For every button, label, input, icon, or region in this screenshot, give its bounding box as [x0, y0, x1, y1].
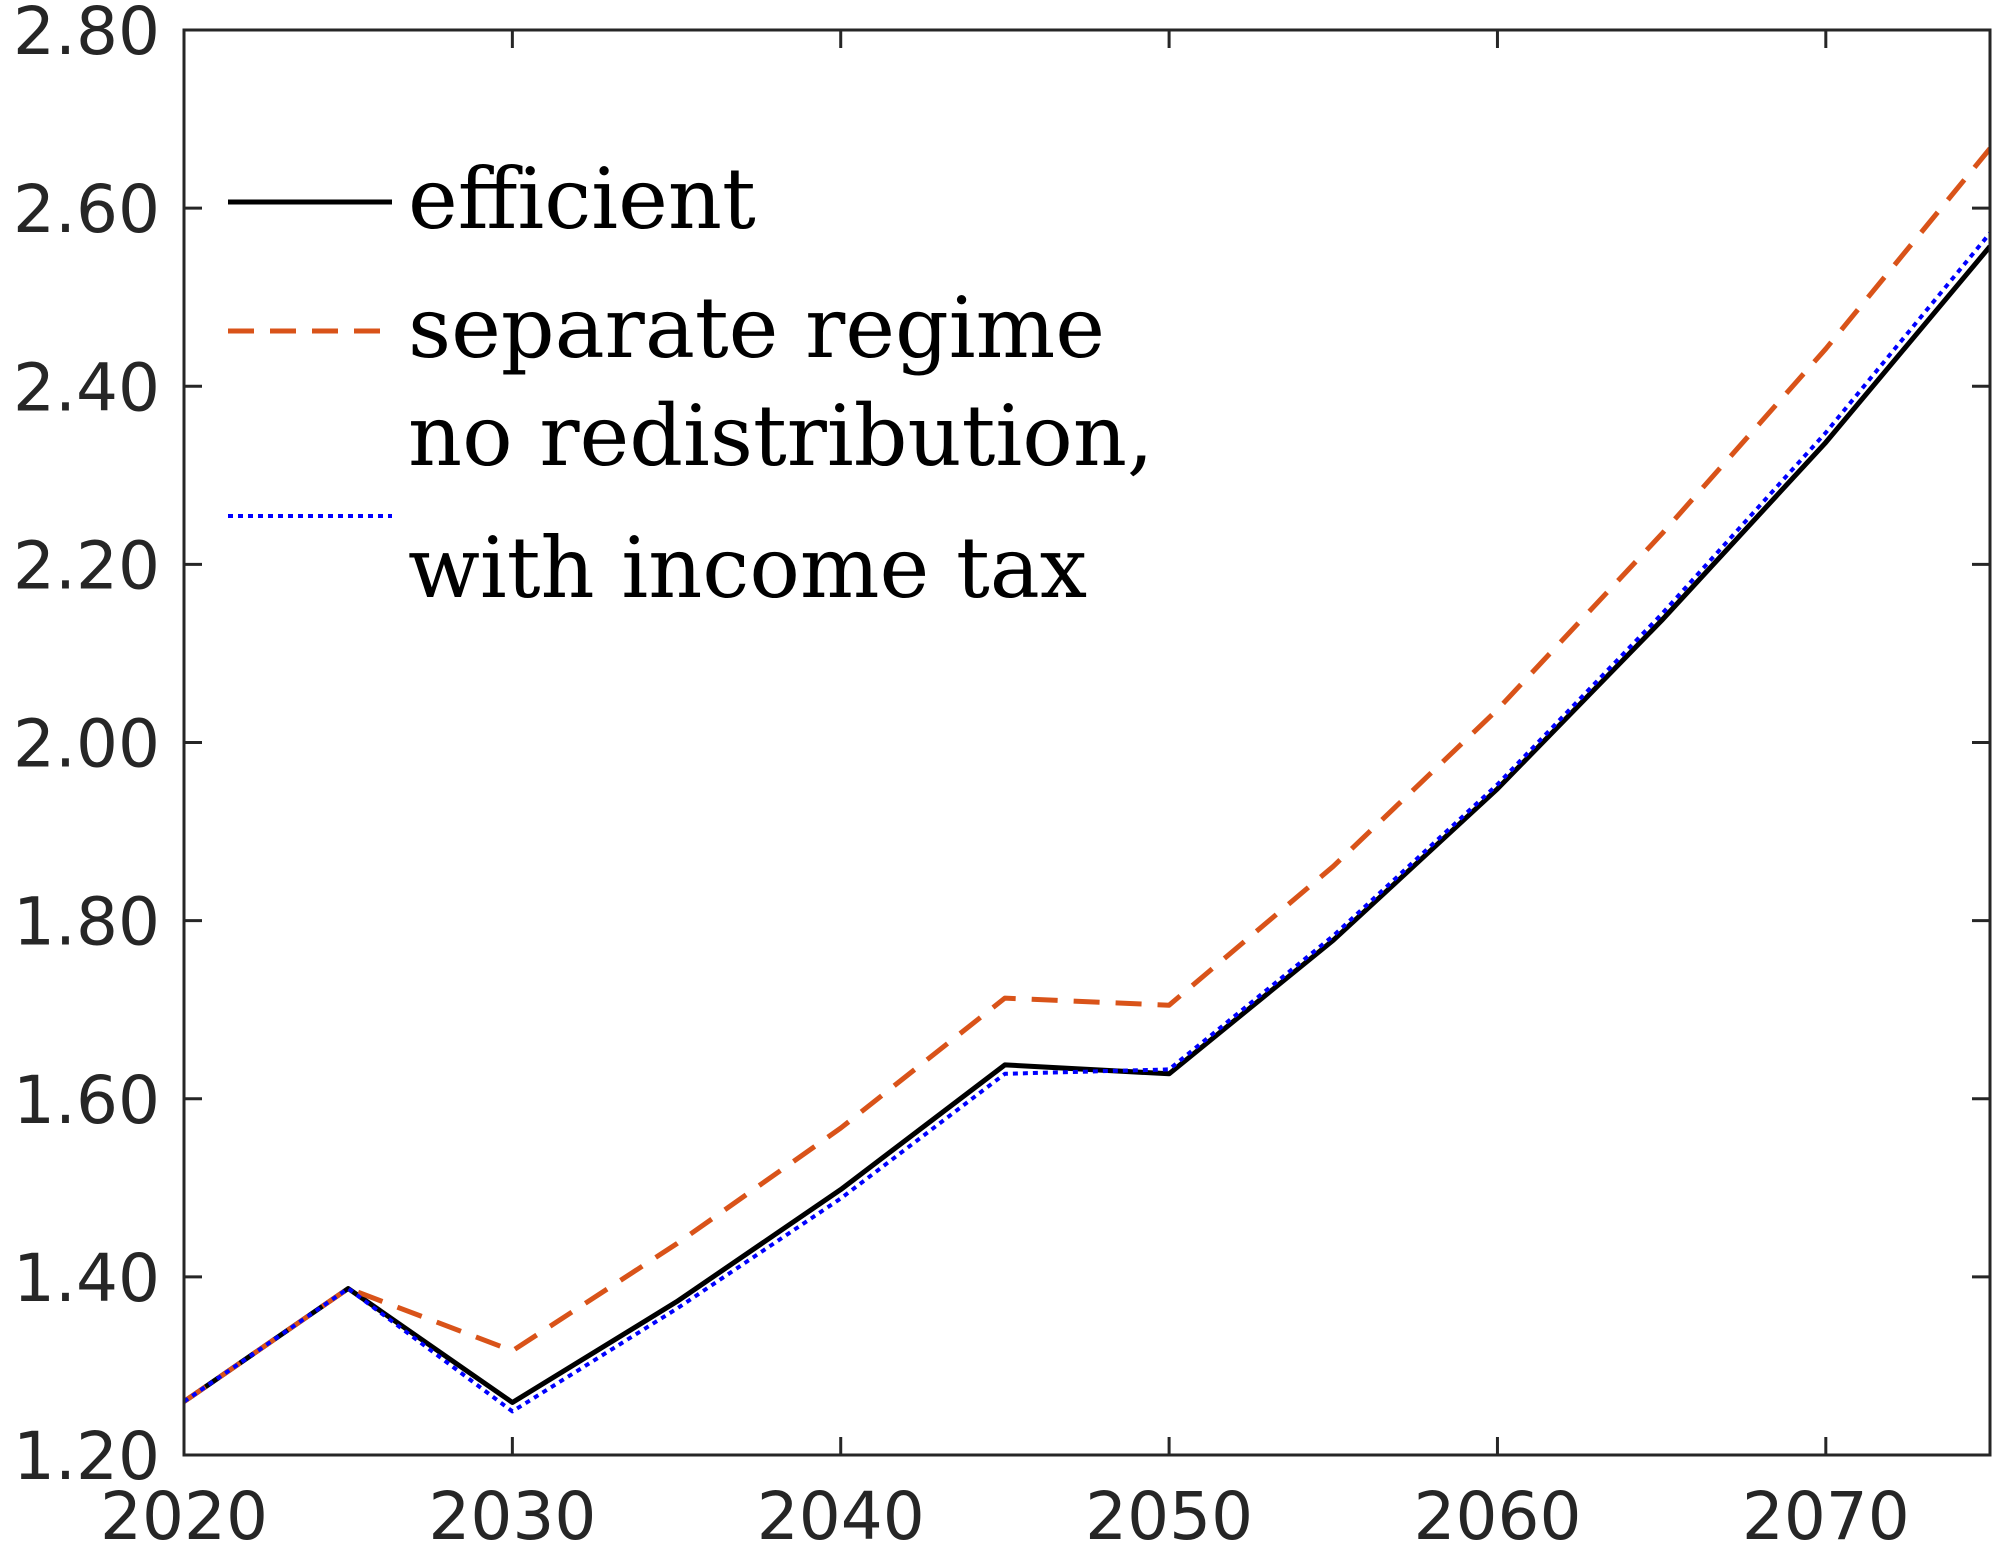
data-point-separate-regime-2040: [838, 1125, 844, 1131]
y-tick-label: 2.40: [13, 349, 160, 426]
series-line-separate-regime: [184, 146, 1990, 1404]
data-point-no-redistribution-with-income-tax-2045: [1002, 1071, 1008, 1077]
data-point-efficient-2040: [838, 1187, 844, 1193]
series-layer: [184, 146, 1990, 1414]
x-tick-label: 2050: [1085, 1478, 1253, 1554]
legend-label-efficient: efficient: [408, 150, 756, 248]
y-tick-label: 2.60: [13, 171, 160, 248]
data-point-separate-regime-2050: [1166, 1002, 1172, 1008]
y-tick-label: 2.80: [13, 0, 160, 70]
data-point-no-redistribution-with-income-tax-2025: [345, 1285, 351, 1291]
legend-label-separate-regime: separate regime: [408, 279, 1105, 377]
data-point-efficient-2045: [1002, 1062, 1008, 1068]
y-tick-label: 1.20: [13, 1418, 160, 1495]
x-tick-label: 2070: [1742, 1478, 1910, 1554]
x-tick-label: 2030: [428, 1478, 596, 1554]
data-point-efficient-2070: [1823, 439, 1829, 445]
data-point-separate-regime-2065: [1659, 531, 1665, 537]
data-point-no-redistribution-with-income-tax-2060: [1494, 781, 1500, 787]
data-point-separate-regime-2055: [1330, 863, 1336, 869]
legend-label-no-redistribution-line2: with income tax: [408, 519, 1087, 617]
series-line-no-redistribution-with-income-tax: [184, 231, 1990, 1414]
data-point-no-redistribution-with-income-tax-2030: [509, 1408, 515, 1414]
data-point-no-redistribution-with-income-tax-2040: [838, 1196, 844, 1202]
data-point-no-redistribution-with-income-tax-2065: [1659, 611, 1665, 617]
series-line-efficient: [184, 244, 1990, 1405]
y-tick-label: 1.60: [13, 1062, 160, 1139]
tick-layer: 2020 2030 2040 2050 2060 2070 1.20 1.40 1.60 1.80…: [13, 0, 1990, 1554]
x-tick-label: 2020: [100, 1478, 268, 1554]
data-point-separate-regime-2045: [1002, 995, 1008, 1001]
y-tick-label: 2.00: [13, 706, 160, 783]
data-point-separate-regime-2035: [674, 1241, 680, 1247]
legend: efficient separate regime no redistribut…: [228, 150, 1154, 617]
y-tick-label: 1.80: [13, 884, 160, 961]
data-point-separate-regime-2030: [509, 1348, 515, 1354]
x-tick-label: 2060: [1413, 1478, 1581, 1554]
legend-label-no-redistribution-line1: no redistribution,: [408, 387, 1154, 485]
x-tick-label: 2040: [757, 1478, 925, 1554]
data-point-no-redistribution-with-income-tax-2050: [1166, 1066, 1172, 1072]
data-point-separate-regime-2060: [1494, 707, 1500, 713]
y-tick-label: 1.40: [13, 1240, 160, 1317]
data-point-no-redistribution-with-income-tax-2055: [1330, 933, 1336, 939]
data-point-efficient-2030: [509, 1399, 515, 1405]
data-point-separate-regime-2070: [1823, 346, 1829, 352]
data-point-efficient-2035: [674, 1299, 680, 1305]
data-point-no-redistribution-with-income-tax-2070: [1823, 430, 1829, 436]
data-point-no-redistribution-with-income-tax-2035: [674, 1306, 680, 1312]
y-tick-label: 2.20: [13, 527, 160, 604]
